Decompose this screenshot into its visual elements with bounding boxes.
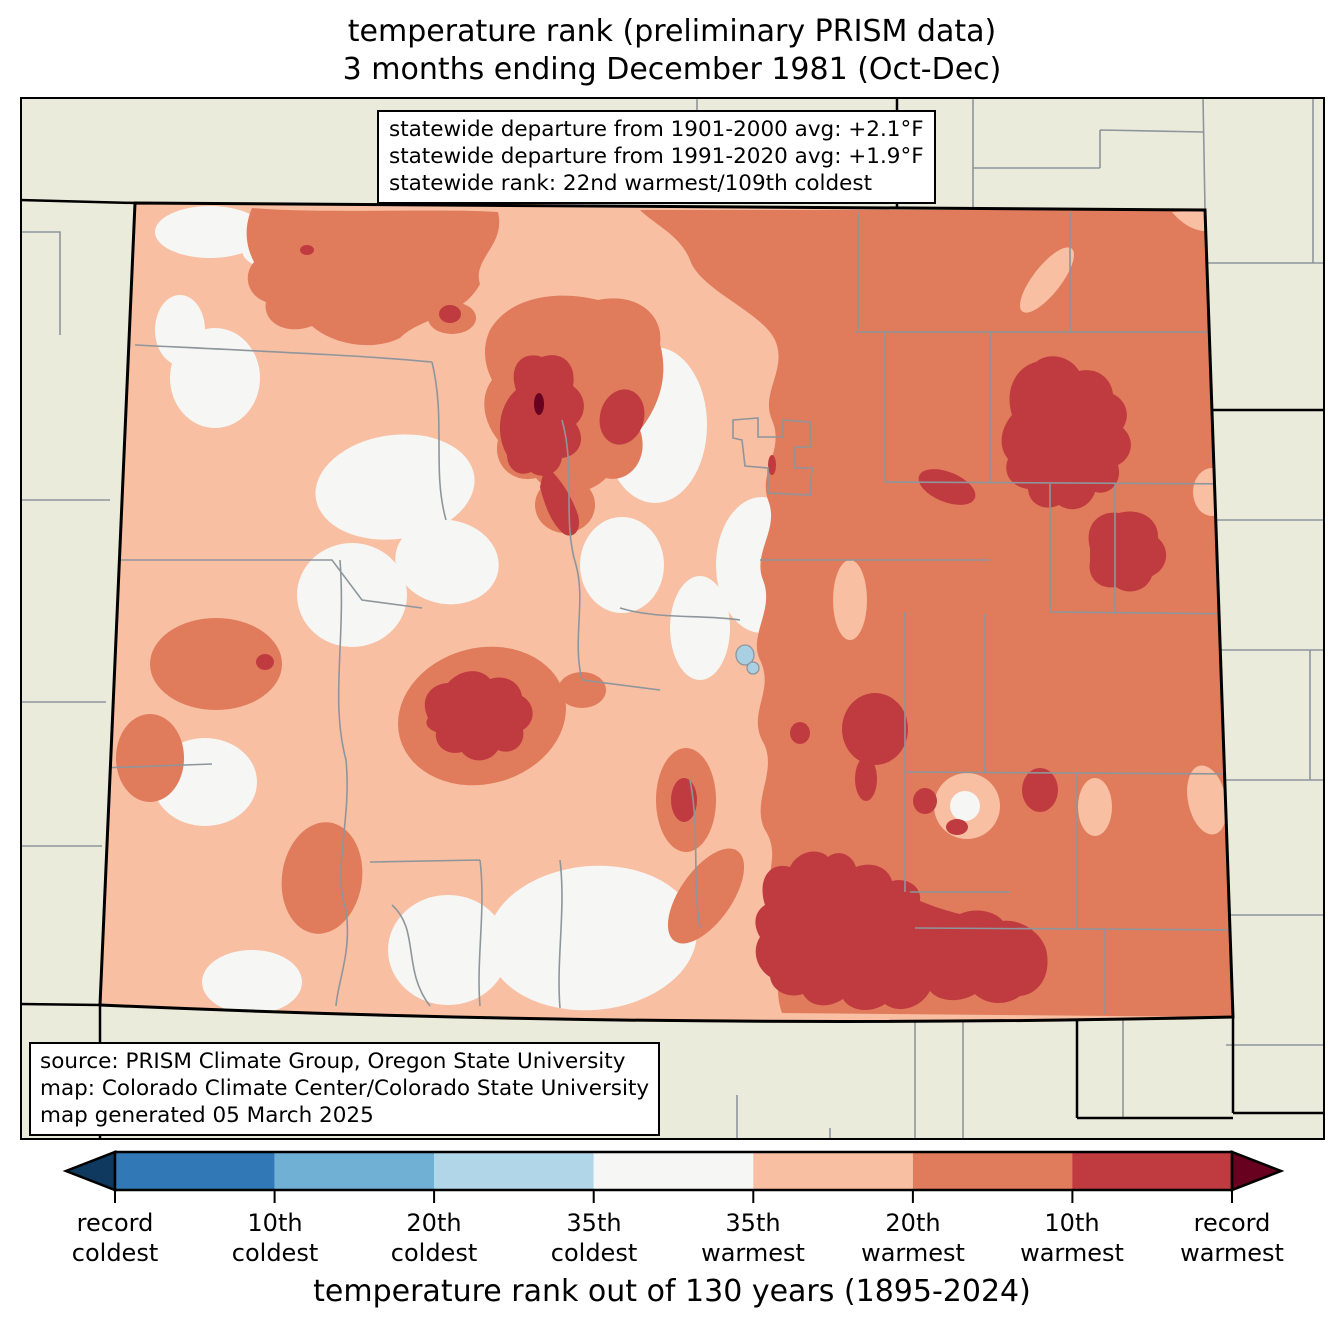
legend-colorbar	[0, 1145, 1344, 1215]
title-line-1: temperature rank (preliminary PRISM data…	[347, 14, 997, 49]
legend-label-10th-warmest: 10th warmest	[1020, 1209, 1124, 1267]
swatch-coldest-10	[115, 1152, 275, 1190]
legend-label-10th-coldest: 10th coldest	[231, 1209, 319, 1267]
colorbar-svg	[62, 1150, 1285, 1203]
record-coldest-arrow	[62, 1150, 117, 1192]
swatch-warmest-35	[753, 1152, 913, 1190]
stats-line-1: statewide departure from 1901-2000 avg: …	[389, 117, 924, 142]
legend-label-35th-warmest: 35th warmest	[701, 1209, 805, 1267]
title-line-2: 3 months ending December 1981 (Oct-Dec)	[342, 52, 1002, 87]
page-title: temperature rank (preliminary PRISM data…	[0, 13, 1344, 89]
warm10-blobs	[256, 245, 1167, 1011]
near-normal-donut-center	[950, 791, 980, 821]
source-line-3: map generated 05 March 2025	[40, 1103, 374, 1128]
colorbar-outline	[113, 1150, 1234, 1192]
map-area	[19, 96, 1325, 1140]
lake-granby	[735, 644, 760, 675]
colorbar-ticks	[114, 1190, 1233, 1203]
stats-line-3: statewide rank: 22nd warmest/109th colde…	[389, 171, 873, 196]
colorado-county-lines	[100, 212, 1233, 1014]
swatch-coldest-35	[434, 1152, 594, 1190]
record-warmest-speck	[534, 393, 544, 415]
legend-label-20th-warmest: 20th warmest	[861, 1209, 965, 1267]
legend-label-35th-coldest: 35th coldest	[550, 1209, 638, 1267]
source-line-1: source: PRISM Climate Group, Oregon Stat…	[40, 1049, 626, 1074]
legend-label-20th-coldest: 20th coldest	[390, 1209, 478, 1267]
map-frame	[20, 97, 1325, 1140]
legend-label-record-warmest: record warmest	[1180, 1209, 1284, 1267]
swatch-near-normal	[593, 1152, 754, 1190]
swatch-coldest-20	[274, 1152, 435, 1190]
stats-line-2: statewide departure from 1991-2020 avg: …	[389, 144, 924, 169]
swatch-warmest-10	[1072, 1152, 1232, 1190]
source-box: source: PRISM Climate Group, Oregon Stat…	[29, 1042, 661, 1136]
stats-box: statewide departure from 1901-2000 avg: …	[377, 110, 936, 204]
colorado-rank-map	[19, 96, 1325, 1140]
record-warmest-arrow	[1230, 1150, 1285, 1192]
colorado-state-border	[98, 201, 1235, 1023]
legend-label-record-coldest: record coldest	[71, 1209, 159, 1267]
legend-caption: temperature rank out of 130 years (1895-…	[313, 1274, 1031, 1309]
source-line-2: map: Colorado Climate Center/Colorado St…	[40, 1076, 650, 1101]
swatch-warmest-20	[912, 1152, 1073, 1190]
